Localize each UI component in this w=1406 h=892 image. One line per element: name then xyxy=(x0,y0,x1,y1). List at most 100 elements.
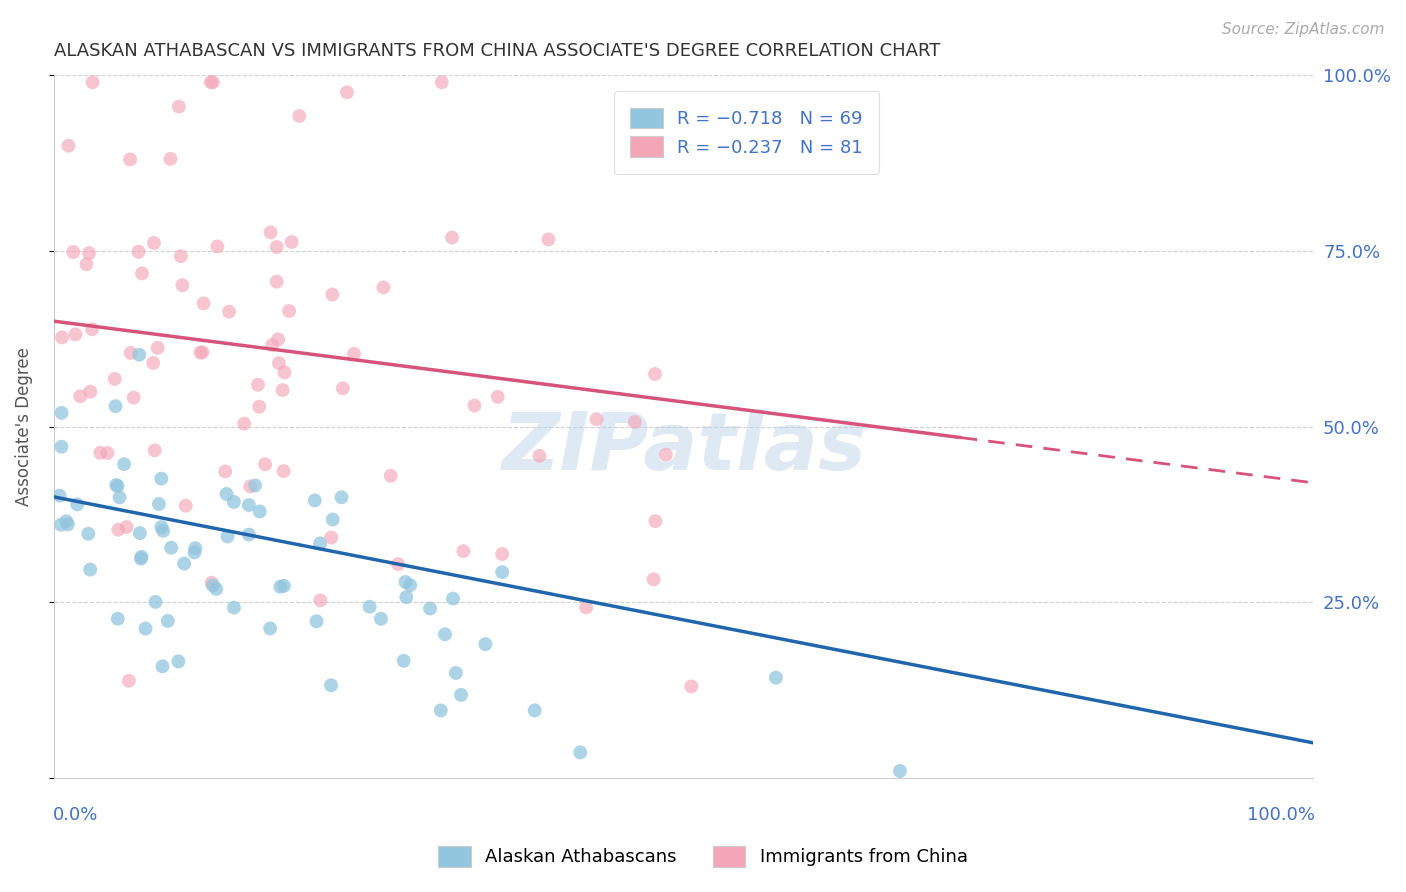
Legend: R = −0.718   N = 69, R = −0.237   N = 81: R = −0.718 N = 69, R = −0.237 N = 81 xyxy=(614,91,879,174)
Point xyxy=(104,399,127,413)
Point xyxy=(430,75,453,89)
Point xyxy=(259,226,281,240)
Point xyxy=(152,524,174,538)
Point xyxy=(217,529,239,543)
Point xyxy=(529,449,551,463)
Point xyxy=(183,545,205,559)
Point xyxy=(440,230,463,244)
Point xyxy=(107,479,129,493)
Point xyxy=(394,574,416,589)
Point xyxy=(145,595,167,609)
Point xyxy=(271,383,294,397)
Point xyxy=(159,152,181,166)
Point xyxy=(309,536,332,550)
Point xyxy=(77,526,100,541)
Point xyxy=(273,464,295,478)
Point xyxy=(201,578,224,592)
Point xyxy=(201,75,224,89)
Point xyxy=(69,389,91,403)
Point xyxy=(249,504,271,518)
Point xyxy=(624,415,647,429)
Point xyxy=(569,745,592,759)
Point xyxy=(170,249,193,263)
Point xyxy=(453,544,475,558)
Point xyxy=(359,599,381,614)
Point xyxy=(128,348,150,362)
Point xyxy=(273,365,295,379)
Point xyxy=(82,75,104,89)
Point xyxy=(370,612,392,626)
Point xyxy=(450,688,472,702)
Point xyxy=(238,527,260,541)
Text: 0.0%: 0.0% xyxy=(52,806,98,824)
Point xyxy=(172,278,194,293)
Point xyxy=(173,557,195,571)
Point xyxy=(120,153,142,167)
Point xyxy=(266,275,288,289)
Point xyxy=(392,654,415,668)
Point xyxy=(188,345,211,359)
Point xyxy=(107,612,129,626)
Point xyxy=(115,520,138,534)
Point xyxy=(108,491,131,505)
Point xyxy=(267,332,290,346)
Point xyxy=(474,637,496,651)
Point xyxy=(51,406,73,420)
Point xyxy=(278,304,301,318)
Point xyxy=(280,235,302,249)
Point xyxy=(55,514,77,528)
Legend: Alaskan Athabascans, Immigrants from China: Alaskan Athabascans, Immigrants from Chi… xyxy=(432,838,974,874)
Point xyxy=(51,330,73,344)
Point xyxy=(120,346,142,360)
Point xyxy=(233,417,256,431)
Point xyxy=(433,627,456,641)
Point xyxy=(889,764,911,778)
Point xyxy=(112,457,135,471)
Point xyxy=(129,526,152,541)
Point xyxy=(51,440,73,454)
Point xyxy=(429,703,451,717)
Point xyxy=(765,671,787,685)
Point xyxy=(575,600,598,615)
Point xyxy=(247,400,270,414)
Point xyxy=(128,244,150,259)
Point xyxy=(643,572,665,586)
Point xyxy=(288,109,311,123)
Point xyxy=(118,673,141,688)
Point xyxy=(105,478,128,492)
Point xyxy=(122,391,145,405)
Point xyxy=(66,497,89,511)
Text: ALASKAN ATHABASCAN VS IMMIGRANTS FROM CHINA ASSOCIATE'S DEGREE CORRELATION CHART: ALASKAN ATHABASCAN VS IMMIGRANTS FROM CH… xyxy=(53,42,941,60)
Text: 100.0%: 100.0% xyxy=(1247,806,1315,824)
Point xyxy=(395,590,418,604)
Point xyxy=(444,665,467,680)
Point xyxy=(305,614,328,628)
Text: ZIPatlas: ZIPatlas xyxy=(501,409,866,487)
Point xyxy=(107,523,129,537)
Point xyxy=(387,557,409,571)
Point xyxy=(585,412,607,426)
Point xyxy=(150,520,173,534)
Point xyxy=(218,304,240,318)
Point xyxy=(143,443,166,458)
Point xyxy=(222,495,245,509)
Point xyxy=(463,399,485,413)
Point xyxy=(75,257,97,271)
Point xyxy=(644,367,666,381)
Point xyxy=(142,356,165,370)
Point xyxy=(222,600,245,615)
Point xyxy=(304,493,326,508)
Point xyxy=(322,512,344,526)
Text: Source: ZipAtlas.com: Source: ZipAtlas.com xyxy=(1222,22,1385,37)
Point xyxy=(104,372,127,386)
Point xyxy=(131,266,153,280)
Point xyxy=(131,549,153,564)
Point xyxy=(523,703,546,717)
Point xyxy=(80,322,103,336)
Point xyxy=(267,356,290,370)
Point xyxy=(681,679,703,693)
Point xyxy=(214,465,236,479)
Point xyxy=(266,240,288,254)
Point xyxy=(77,246,100,260)
Point xyxy=(160,541,183,555)
